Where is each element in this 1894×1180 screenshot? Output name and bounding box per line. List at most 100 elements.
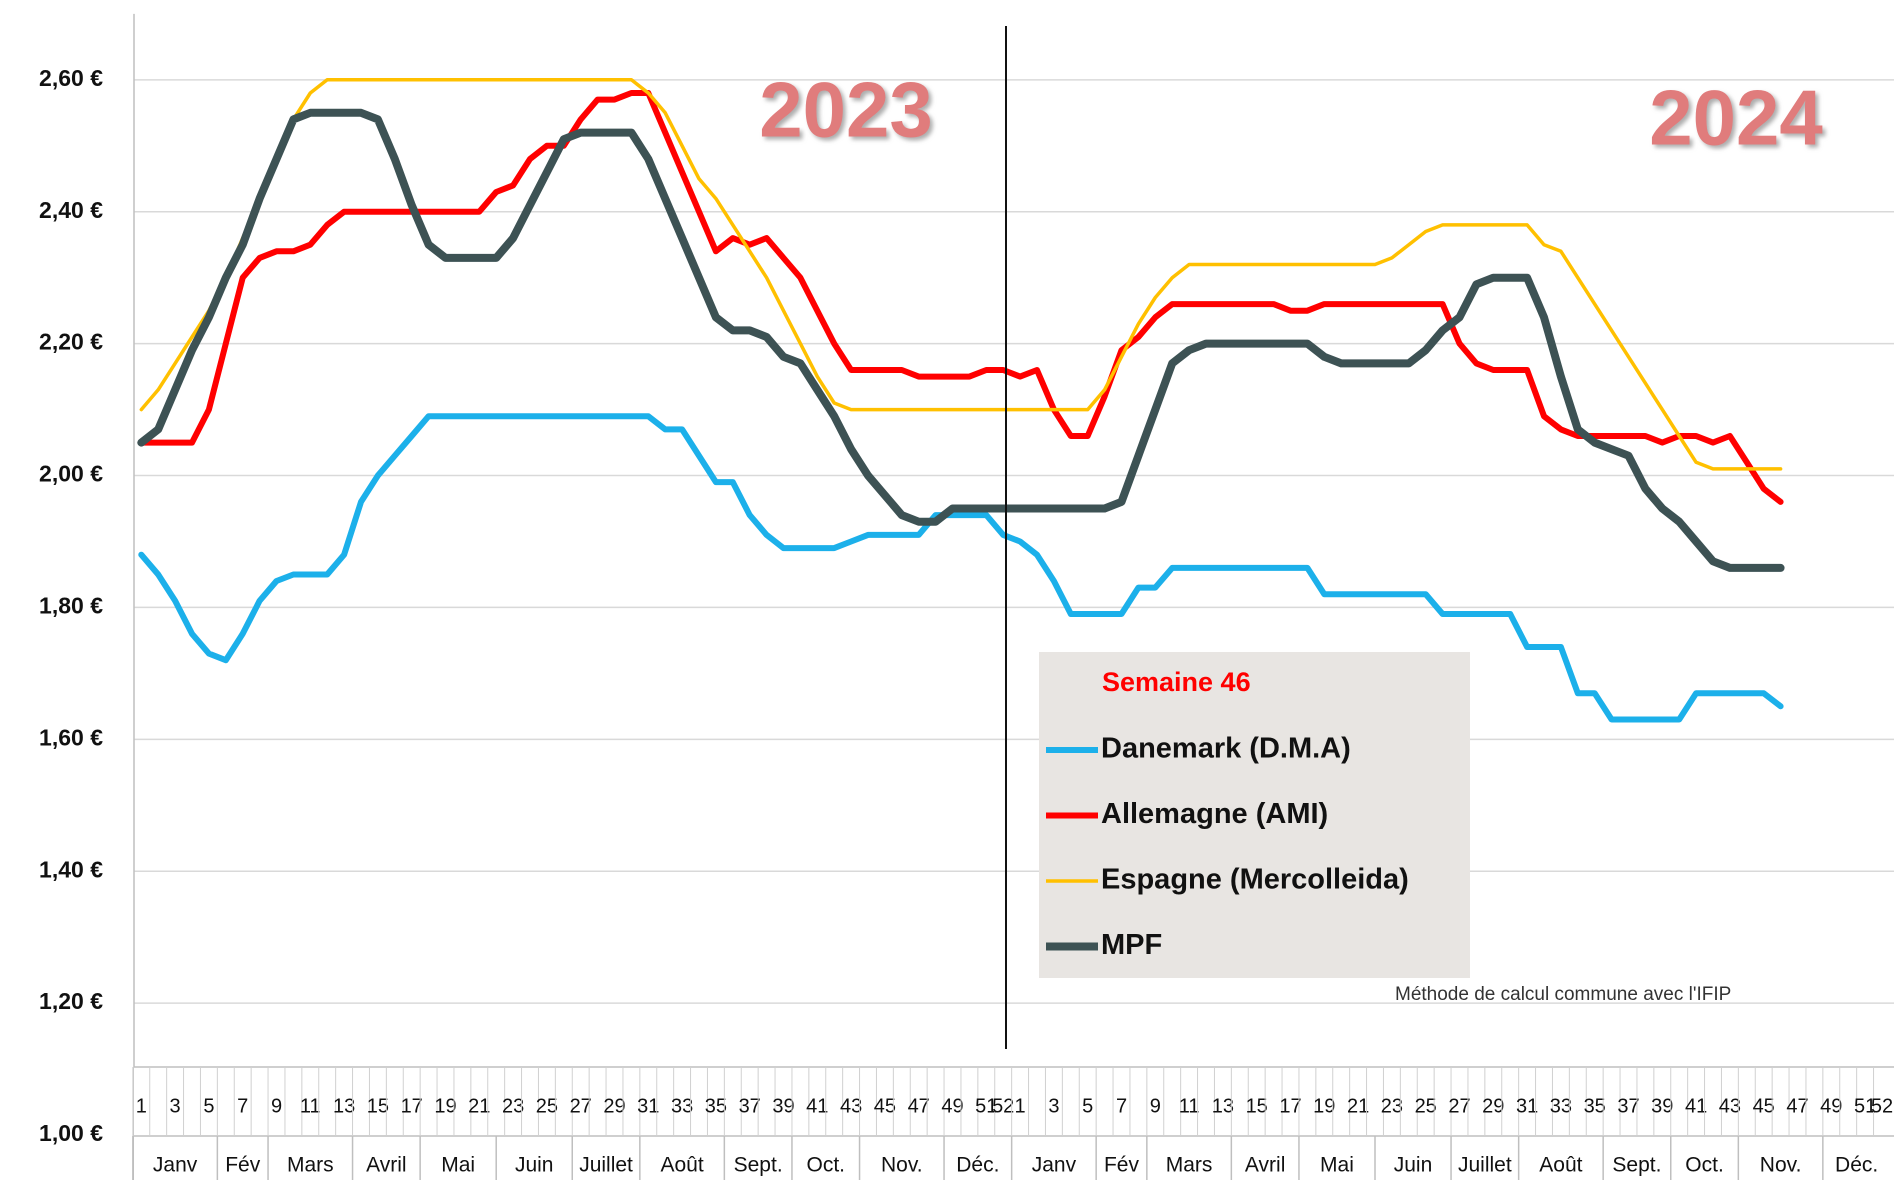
month-label: Juillet	[579, 1154, 633, 1177]
x-tick-label: 9	[271, 1095, 282, 1117]
legend-box	[1039, 652, 1470, 978]
x-tick-label: 7	[237, 1095, 248, 1117]
x-tick-label: 41	[806, 1095, 828, 1117]
x-tick-label: 11	[300, 1095, 321, 1117]
month-label: Août	[1539, 1154, 1582, 1177]
x-tick-label: 5	[1082, 1095, 1093, 1117]
x-tick-label: 52	[992, 1095, 1014, 1117]
month-label: Mai	[441, 1154, 475, 1177]
series-line	[137, 108, 1785, 572]
legend-title: Semaine 46	[1102, 667, 1251, 697]
month-label: Nov.	[881, 1154, 923, 1177]
x-tick-label: 7	[1116, 1095, 1127, 1117]
x-tick-label: 13	[1212, 1095, 1234, 1117]
month-label: Oct.	[806, 1154, 845, 1177]
x-tick-label: 15	[367, 1095, 389, 1117]
axis-table-bg	[134, 1067, 1894, 1180]
y-tick-label: 2,20 €	[39, 329, 103, 355]
x-tick-label: 17	[1279, 1095, 1301, 1117]
x-tick-label: 47	[1786, 1095, 1808, 1117]
month-label: Août	[660, 1154, 703, 1177]
month-label: Déc.	[1835, 1154, 1878, 1177]
y-tick-label: 2,60 €	[39, 65, 103, 91]
x-tick-label: 3	[170, 1095, 181, 1117]
month-label: Déc.	[956, 1154, 999, 1177]
legend-label: Espagne (Mercolleida)	[1101, 864, 1409, 896]
series-line	[138, 413, 1784, 723]
x-tick-label: 39	[1651, 1095, 1673, 1117]
grid: 1,00 € 1,20 € 1,40 € 1,60 € 1,80 € 2,00 € 2,20…	[39, 13, 1894, 1180]
month-label: Juin	[515, 1154, 554, 1177]
month-label: Janv	[153, 1154, 198, 1177]
month-label: Mai	[1320, 1154, 1354, 1177]
month-label: Juin	[1394, 1154, 1433, 1177]
x-tick-label: 1	[1015, 1095, 1026, 1117]
x-tick-label: 45	[874, 1095, 896, 1117]
x-tick-label: 33	[671, 1095, 693, 1117]
x-tick-label: 35	[705, 1095, 727, 1117]
x-tick-label: 1	[136, 1095, 147, 1117]
x-tick-label: 39	[772, 1095, 794, 1117]
legend-label: MPF	[1101, 929, 1162, 961]
x-tick-label: 43	[1719, 1095, 1741, 1117]
x-tick-label: 51	[975, 1095, 997, 1117]
month-label: Sept.	[1612, 1154, 1661, 1177]
note: Méthode de calcul commune avec l'IFIP	[1395, 984, 1731, 1005]
month-label: Mars	[287, 1154, 334, 1177]
x-tick-label: 11	[1179, 1095, 1200, 1117]
x-tick-label: 29	[1482, 1095, 1504, 1117]
x-tick-label: 13	[333, 1095, 355, 1117]
x-tick-label: 52	[1871, 1095, 1893, 1117]
month-label: Juillet	[1458, 1154, 1512, 1177]
x-tick-label: 21	[468, 1095, 490, 1117]
x-tick-label: 35	[1584, 1095, 1606, 1117]
x-tick-label: 31	[637, 1095, 659, 1117]
x-tick-label: 29	[603, 1095, 625, 1117]
annotation: 2024	[1649, 74, 1823, 162]
annotation: 2023	[759, 66, 933, 154]
x-tick-label: 45	[1753, 1095, 1775, 1117]
x-tick-label: 25	[1415, 1095, 1437, 1117]
month-label: Janv	[1032, 1154, 1077, 1177]
x-tick-label: 33	[1550, 1095, 1572, 1117]
x-tick-label: 21	[1347, 1095, 1369, 1117]
y-tick-label: 1,60 €	[39, 724, 103, 750]
x-tick-label: 31	[1516, 1095, 1538, 1117]
month-label: Fév	[1104, 1154, 1140, 1177]
month-label: Avril	[1245, 1154, 1285, 1177]
plot-lines	[137, 78, 1785, 723]
month-label: Avril	[366, 1154, 406, 1177]
y-tick-label: 1,40 €	[39, 856, 103, 882]
y-tick-label: 2,40 €	[39, 197, 103, 223]
series-line	[139, 78, 1783, 471]
x-tick-label: 9	[1150, 1095, 1161, 1117]
x-tick-label: 43	[840, 1095, 862, 1117]
x-tick-label: 15	[1246, 1095, 1268, 1117]
x-tick-label: 41	[1685, 1095, 1707, 1117]
month-label: Fév	[225, 1154, 261, 1177]
x-tick-label: 49	[1820, 1095, 1842, 1117]
y-tick-label: 2,00 €	[39, 461, 103, 487]
y-tick-label: 1,80 €	[39, 593, 103, 619]
x-tick-label: 25	[536, 1095, 558, 1117]
x-tick-label: 27	[1448, 1095, 1470, 1117]
x-tick-label: 23	[1381, 1095, 1403, 1117]
month-label: Mars	[1166, 1154, 1213, 1177]
x-tick-label: 37	[1617, 1095, 1639, 1117]
x-tick-label: 17	[401, 1095, 423, 1117]
x-tick-label: 51	[1854, 1095, 1876, 1117]
x-tick-label: 47	[908, 1095, 930, 1117]
x-tick-label: 23	[502, 1095, 524, 1117]
y-tick-label: 1,00 €	[39, 1120, 103, 1146]
x-tick-label: 49	[941, 1095, 963, 1117]
month-label: Sept.	[734, 1154, 783, 1177]
x-tick-label: 27	[570, 1095, 592, 1117]
legend-label: Allemagne (AMI)	[1101, 798, 1328, 830]
x-tick-label: 19	[434, 1095, 456, 1117]
x-tick-label: 37	[739, 1095, 761, 1117]
legend-label: Danemark (D.M.A)	[1101, 733, 1351, 765]
x-axis-table: 1 3 5 7 9 11 13 15 17 19 21 23 25 27 29 31 33 35 37 39 41 43 4…	[132, 1066, 1894, 1180]
month-label: Oct.	[1685, 1154, 1724, 1177]
y-tick-label: 1,20 €	[39, 988, 103, 1014]
